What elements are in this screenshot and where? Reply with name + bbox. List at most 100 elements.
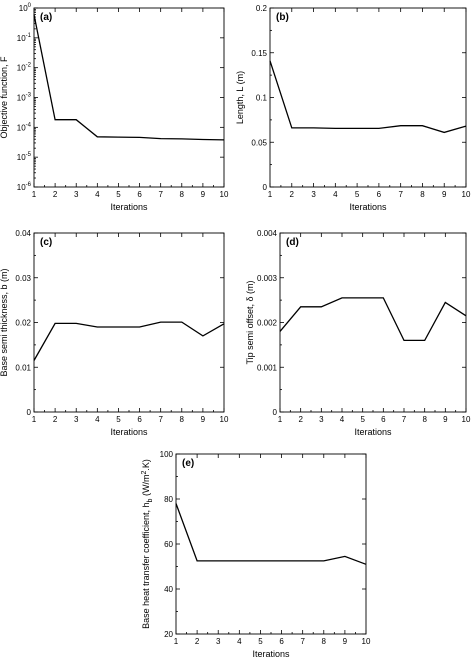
- x-tick-label: 8: [180, 415, 185, 424]
- x-tick-label: 7: [402, 415, 407, 424]
- x-tick-label: 5: [355, 190, 360, 199]
- x-tick-label: 9: [442, 190, 447, 199]
- x-tick-label: 10: [220, 190, 229, 199]
- x-tick-label: 2: [53, 190, 58, 199]
- panel-label: (a): [40, 12, 52, 23]
- x-tick-label: 2: [298, 415, 303, 424]
- x-tick-label: 9: [201, 415, 206, 424]
- y-tick-label: 10-6: [17, 182, 32, 192]
- y-tick-label: 0.15: [251, 49, 267, 58]
- y-axis-label: Tip semi offset, δ (m): [245, 280, 255, 364]
- y-tick-label: 0.02: [15, 319, 31, 328]
- x-tick-label: 3: [311, 190, 316, 199]
- x-tick-label: 4: [95, 415, 100, 424]
- x-tick-label: 8: [180, 190, 185, 199]
- x-tick-label: 4: [95, 190, 100, 199]
- y-tick-label: 0: [263, 183, 268, 192]
- y-tick-label: 10-4: [17, 122, 32, 132]
- series-line: [33, 321, 225, 361]
- x-axis-label: Iterations: [349, 202, 387, 212]
- x-tick-label: 7: [300, 637, 305, 646]
- y-tick-label: 10-5: [17, 152, 32, 162]
- y-tick-label: 0: [273, 408, 278, 417]
- x-tick-label: 2: [53, 415, 58, 424]
- y-axis-label: Objective function, F: [0, 56, 9, 139]
- x-tick-label: 10: [462, 415, 471, 424]
- panel-label: (e): [182, 458, 194, 469]
- y-tick-label: 80: [164, 495, 173, 504]
- x-tick-label: 6: [381, 415, 386, 424]
- series-line: [33, 14, 225, 141]
- x-tick-label: 6: [377, 190, 382, 199]
- x-tick-label: 3: [74, 190, 79, 199]
- x-tick-label: 7: [158, 190, 163, 199]
- x-tick-label: 10: [462, 190, 471, 199]
- x-tick-label: 6: [137, 190, 142, 199]
- x-axis-label: Iterations: [252, 649, 290, 659]
- x-tick-label: 3: [74, 415, 79, 424]
- x-tick-label: 10: [220, 415, 229, 424]
- y-tick-label: 0.01: [15, 363, 31, 372]
- y-tick-label: 10-1: [17, 33, 32, 43]
- x-tick-label: 2: [290, 190, 295, 199]
- x-tick-label: 5: [116, 415, 121, 424]
- x-tick-label: 6: [137, 415, 142, 424]
- y-tick-label: 0.05: [251, 138, 267, 147]
- series-line: [175, 503, 367, 565]
- y-tick-label: 0: [27, 408, 32, 417]
- x-tick-label: 9: [343, 637, 348, 646]
- x-tick-label: 1: [174, 637, 179, 646]
- plot-frame: [175, 453, 367, 635]
- x-tick-label: 7: [398, 190, 403, 199]
- y-axis-label: Base heat transfer coefficient, hb (W/m2…: [141, 459, 154, 629]
- x-tick-label: 9: [443, 415, 448, 424]
- y-tick-label: 10-2: [17, 63, 32, 73]
- y-tick-label: 0.03: [15, 274, 31, 283]
- plot-frame: [279, 232, 467, 413]
- x-axis-label: Iterations: [110, 427, 148, 437]
- x-tick-label: 8: [322, 637, 327, 646]
- panel-label: (d): [286, 237, 299, 248]
- y-tick-label: 0.1: [256, 94, 268, 103]
- x-tick-label: 3: [319, 415, 324, 424]
- chart-panel-3: 1 2 3 4 5 6 7 8 9 10 0 0.01 0.02 0.03 0.04 (c) Iteration…: [0, 229, 229, 437]
- x-tick-label: 8: [422, 415, 427, 424]
- x-tick-label: 9: [201, 190, 206, 199]
- x-tick-label: 4: [237, 637, 242, 646]
- x-tick-label: 1: [32, 415, 37, 424]
- series-line: [269, 60, 467, 134]
- x-tick-label: 3: [216, 637, 221, 646]
- chart-panel-1: 1 2 3 4 5 6 7 8 9 10 10-6 10-5 10-4 10-3 10-2 10-1 100 (a…: [0, 3, 229, 212]
- y-axis-label: Length, L (m): [235, 71, 245, 124]
- x-axis-label: Iterations: [354, 427, 392, 437]
- plot-frame: [269, 7, 467, 188]
- chart-panel-5: 1 2 3 4 5 6 7 8 9 10 20 40 60 80 100 (e) Iterations Base …: [141, 450, 371, 659]
- chart-panel-4: 1 2 3 4 5 6 7 8 9 10 0 0.001 0.002 0.003 0.004 (d) Itera…: [245, 229, 471, 437]
- series-line: [279, 297, 467, 342]
- x-tick-label: 10: [362, 637, 371, 646]
- y-axis-label: Base semi thickness, b (m): [0, 268, 9, 376]
- y-tick-label: 0.04: [15, 229, 31, 238]
- x-tick-label: 1: [268, 190, 273, 199]
- y-tick-label: 60: [164, 540, 173, 549]
- y-tick-label: 0.001: [257, 363, 278, 372]
- y-tick-label: 0.004: [257, 229, 278, 238]
- x-tick-label: 1: [32, 190, 37, 199]
- y-tick-label: 10-3: [17, 93, 32, 103]
- x-tick-label: 4: [333, 190, 338, 199]
- y-tick-label: 40: [164, 585, 173, 594]
- y-tick-label: 100: [19, 3, 32, 13]
- x-tick-label: 7: [158, 415, 163, 424]
- y-tick-label: 100: [160, 450, 174, 459]
- y-tick-label: 0.2: [256, 4, 268, 13]
- x-tick-label: 8: [420, 190, 425, 199]
- x-tick-label: 5: [258, 637, 263, 646]
- panel-label: (b): [276, 12, 289, 23]
- panel-label: (c): [40, 237, 52, 248]
- x-tick-label: 2: [195, 637, 200, 646]
- y-tick-label: 20: [164, 630, 173, 639]
- x-tick-label: 1: [278, 415, 283, 424]
- x-tick-label: 4: [340, 415, 345, 424]
- x-tick-label: 5: [360, 415, 365, 424]
